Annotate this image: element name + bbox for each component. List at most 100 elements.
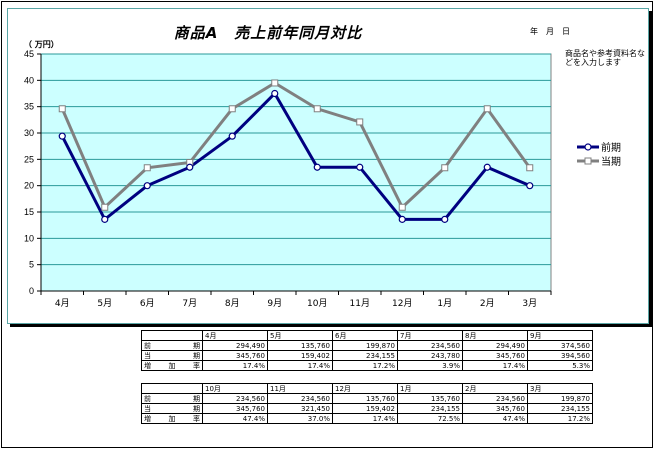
- point-当期: [526, 164, 534, 172]
- table-cell: 159,402: [267, 350, 333, 361]
- plot-area: [40, 53, 552, 292]
- table-cell: 135,760: [397, 393, 463, 404]
- month-header: 11月: [267, 383, 333, 394]
- table-row: 当期 345,760 321,450 159,402 234,155 345,760 234…: [141, 403, 593, 414]
- point-当期: [101, 203, 109, 211]
- table-cell: 234,560: [202, 393, 268, 404]
- table-cell: 199,870: [527, 393, 593, 404]
- table-header-row: 4月 5月 6月 7月 8月 9月: [141, 330, 593, 341]
- legend-label: 当期: [601, 155, 621, 168]
- table-cell: 135,760: [332, 393, 398, 404]
- table-cell: 234,560: [267, 393, 333, 404]
- point-当期: [398, 203, 406, 211]
- y-unit-label: （ 万円）: [24, 40, 59, 49]
- x-tick-label: 8月: [225, 298, 240, 309]
- row-label: 前期: [141, 340, 203, 351]
- x-tick-label: 9月: [267, 298, 282, 309]
- row-label: 増加率: [141, 360, 203, 371]
- point-前期: [483, 163, 491, 171]
- legend-marker: [584, 143, 592, 151]
- month-header: 9月: [527, 330, 593, 341]
- table-cell: 234,155: [527, 403, 593, 414]
- series-line-当期: [60, 81, 531, 210]
- table-row: 増加率 47.4% 37.0% 17.4% 72.5% 47.4% 17.2%: [141, 413, 593, 424]
- table-cell: 17.4%: [332, 413, 398, 424]
- point-当期: [356, 118, 364, 126]
- series-line-前期: [60, 91, 531, 222]
- table-cell: 345,760: [462, 403, 528, 414]
- month-header: 2月: [462, 383, 528, 394]
- table-cell: 47.4%: [202, 413, 268, 424]
- table-cell: 345,760: [202, 403, 268, 414]
- month-header: 8月: [462, 330, 528, 341]
- table-row: 当期 345,760 159,402 234,155 243,780 345,760 394…: [141, 350, 593, 361]
- row-label: 増加率: [141, 413, 203, 424]
- x-tick-label: 7月: [182, 298, 197, 309]
- row-label: 当期: [141, 403, 203, 414]
- line-chart: 0 5 10 15 20 25 30 35 40 45 4月 5月 6月 7月 8月 9月 10月 11月 12月 1…: [24, 49, 621, 309]
- x-tick-label: 4月: [55, 298, 70, 309]
- table-cell: 17.4%: [267, 360, 333, 371]
- table-cell: 394,560: [527, 350, 593, 361]
- point-前期: [356, 163, 364, 171]
- month-header: 12月: [332, 383, 398, 394]
- row-label: 前期: [141, 393, 203, 404]
- x-tick-label: 10月: [307, 298, 327, 309]
- legend-marker: [584, 157, 592, 165]
- table-cell: 5.3%: [527, 360, 593, 371]
- point-前期: [441, 215, 449, 223]
- point-前期: [101, 215, 109, 223]
- point-前期: [526, 182, 534, 190]
- table-cell: 37.0%: [267, 413, 333, 424]
- legend-label: 前期: [601, 141, 621, 154]
- chart-title: 商品A 売上前年同月対比: [173, 24, 363, 42]
- table-row: 前期 234,560 234,560 135,760 135,760 234,560 199…: [141, 393, 593, 404]
- table-cell: 294,490: [202, 340, 268, 351]
- point-当期: [483, 105, 491, 113]
- data-table-second-half: 10月 11月 12月 1月 2月 3月 前期 234,560 234,560 135,760 13…: [141, 383, 593, 424]
- x-tick-label: 2月: [480, 298, 495, 309]
- table-cell: 17.2%: [527, 413, 593, 424]
- point-前期: [313, 163, 321, 171]
- point-前期: [271, 89, 279, 98]
- table-header-row: 10月 11月 12月 1月 2月 3月: [141, 383, 593, 394]
- table-cell: 234,560: [397, 340, 463, 351]
- y-tick-label: 35: [24, 102, 34, 112]
- y-tick-label: 25: [24, 154, 34, 164]
- month-header: 3月: [527, 383, 593, 394]
- y-tick-label: 40: [24, 75, 34, 85]
- y-tick-label: 15: [24, 207, 34, 217]
- x-tick-label: 5月: [97, 298, 112, 309]
- x-tick-label: 3月: [522, 298, 537, 309]
- point-当期: [313, 105, 321, 113]
- table-cell: 234,155: [332, 350, 398, 361]
- month-header: 5月: [267, 330, 333, 341]
- point-前期: [58, 132, 66, 140]
- table-corner: [141, 383, 203, 394]
- row-label: 当期: [141, 350, 203, 361]
- y-tick-label: 30: [24, 128, 34, 138]
- table-cell: 72.5%: [397, 413, 463, 424]
- table-cell: 234,155: [397, 403, 463, 414]
- table-cell: 321,450: [267, 403, 333, 414]
- table-cell: 294,490: [462, 340, 528, 351]
- point-当期: [271, 79, 279, 87]
- x-tick-label: 12月: [392, 298, 412, 309]
- point-当期: [58, 105, 66, 113]
- note-text: 商品名や参考資料名などを入力します: [565, 49, 645, 67]
- point-当期: [143, 164, 151, 172]
- y-tick-label: 20: [24, 181, 34, 191]
- table-cell: 234,560: [462, 393, 528, 404]
- x-tick-label: 11月: [350, 298, 370, 309]
- data-table-first-half: 4月 5月 6月 7月 8月 9月 前期 294,490 135,760 199,870 234,5…: [141, 330, 593, 371]
- y-tick-label: 10: [24, 233, 34, 243]
- month-header: 6月: [332, 330, 398, 341]
- table-cell: 17.2%: [332, 360, 398, 371]
- table-cell: 135,760: [267, 340, 333, 351]
- point-前期: [398, 215, 406, 223]
- table-row: 前期 294,490 135,760 199,870 234,560 294,490 374…: [141, 340, 593, 351]
- y-tick-label: 0: [29, 286, 34, 296]
- point-前期: [186, 163, 194, 171]
- point-当期: [228, 105, 236, 113]
- table-cell: 159,402: [332, 403, 398, 414]
